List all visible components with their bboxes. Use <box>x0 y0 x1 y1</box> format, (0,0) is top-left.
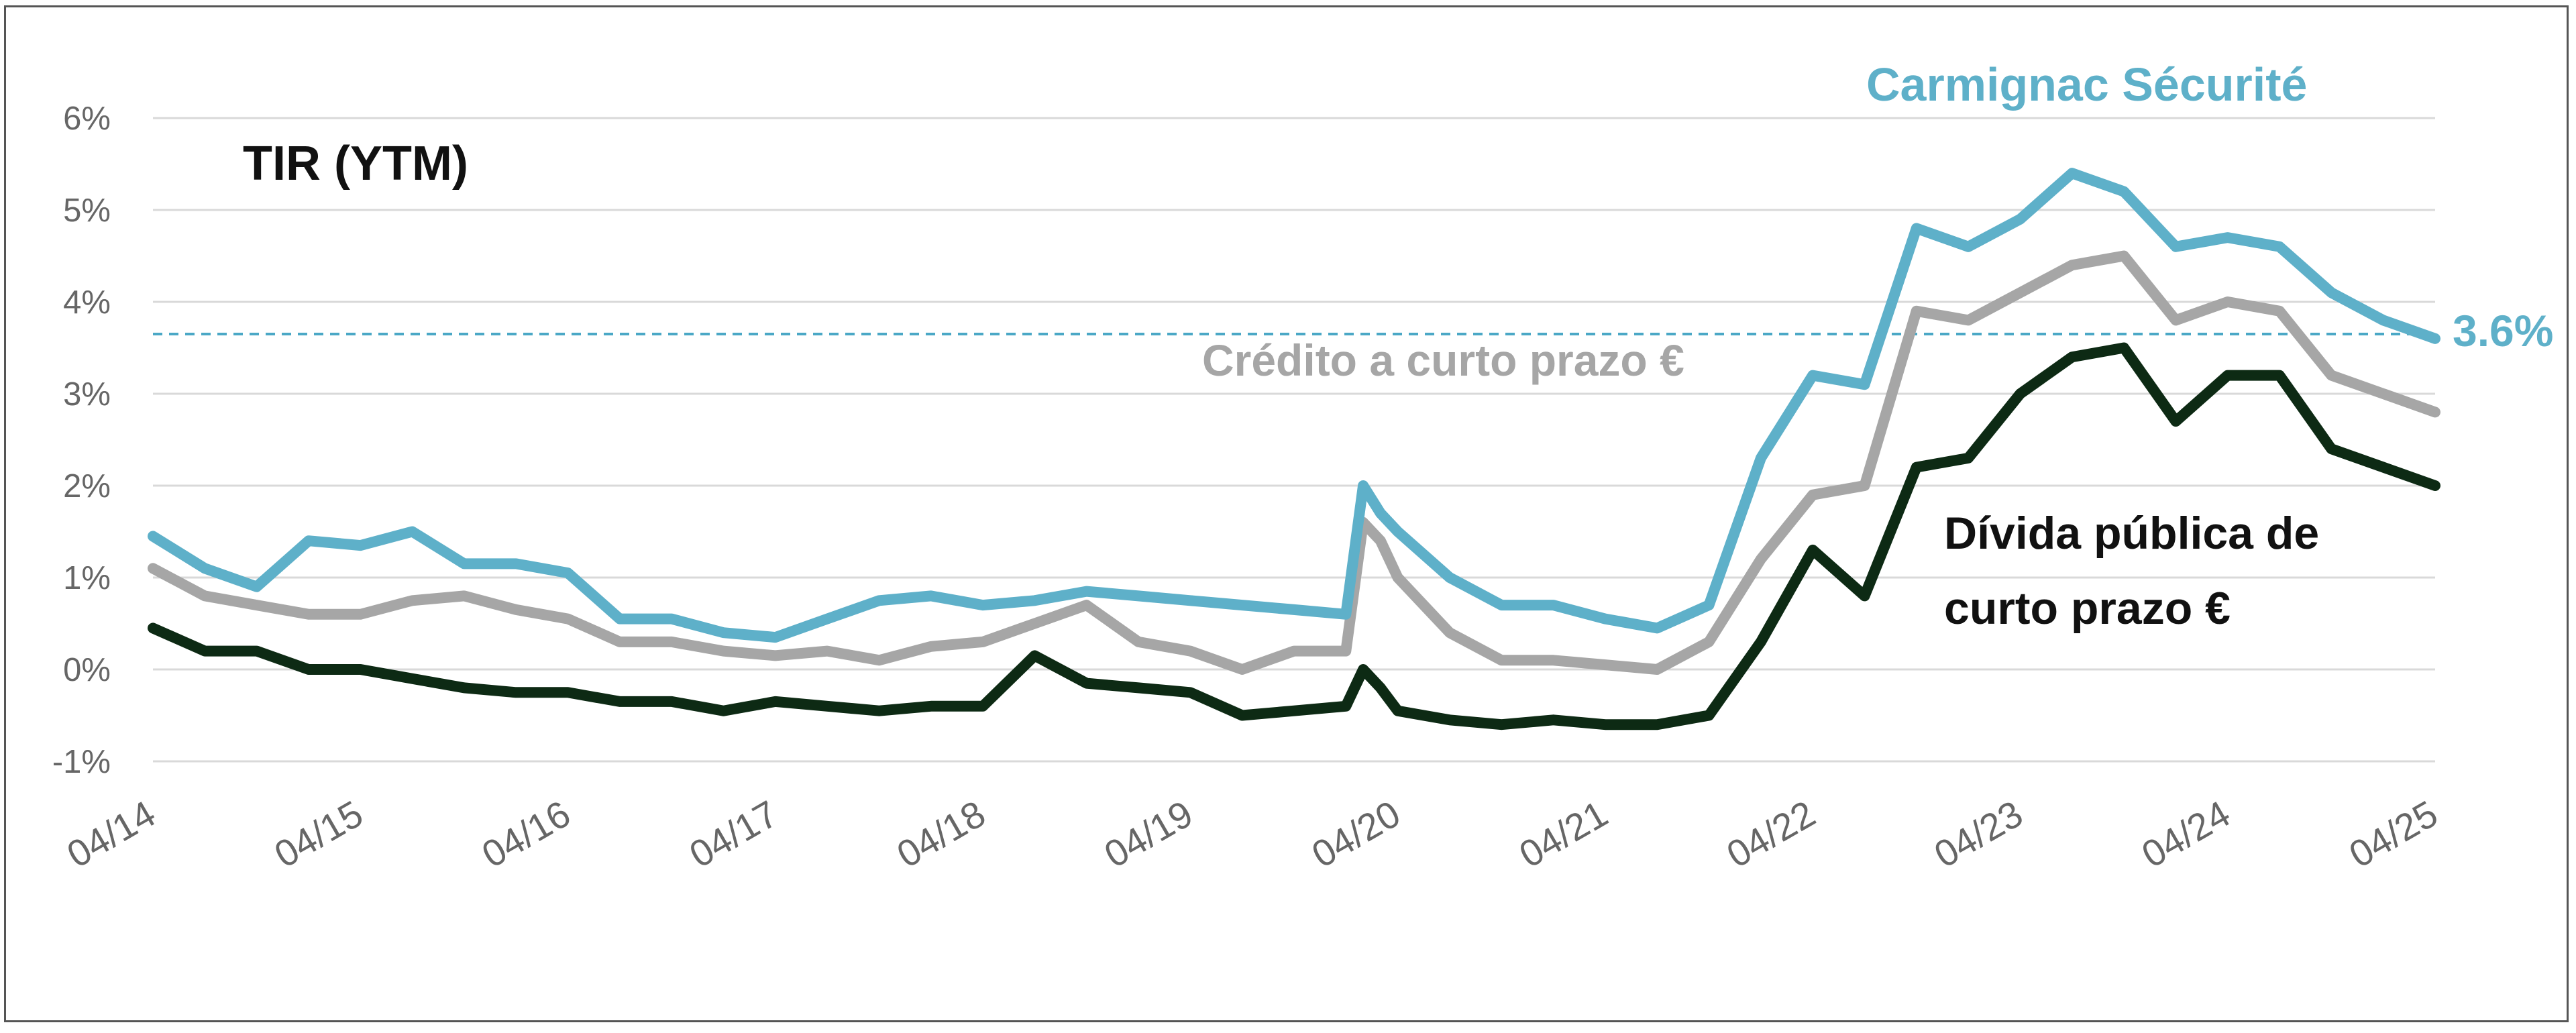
y-tick-label: 3% <box>63 376 111 413</box>
x-tick-label: 04/24 <box>2135 792 2237 876</box>
y-tick-label: 5% <box>63 193 111 229</box>
series-label-sovereign-line1: Dívida pública de <box>1944 508 2319 559</box>
x-tick-label: 04/19 <box>1097 792 1199 876</box>
series-line-fund <box>148 168 2440 643</box>
x-tick-label: 04/15 <box>267 792 370 876</box>
x-tick-label: 04/21 <box>1512 792 1615 876</box>
series-label-sovereign-line2: curto prazo € <box>1944 583 2231 634</box>
series-label-credit: Crédito a curto prazo € <box>1202 335 1684 385</box>
y-tick-label: 1% <box>63 560 111 596</box>
x-tick-label: 04/17 <box>682 792 785 876</box>
y-axis-ticks: -1% 0% 1% 2% 3% 4% 5% 6% <box>52 101 111 780</box>
chart-frame <box>4 5 2569 1022</box>
y-tick-label: 2% <box>63 468 111 504</box>
x-tick-label: 04/20 <box>1305 792 1407 876</box>
x-tick-label: 04/22 <box>1719 792 1822 876</box>
series-lines <box>148 168 2440 730</box>
gridlines <box>153 117 2435 763</box>
x-axis-ticks: 04/14 04/15 04/16 04/17 04/18 04/19 04/20 04/21… <box>60 792 2445 876</box>
x-tick-label: 04/23 <box>1927 792 2030 876</box>
y-tick-label: 6% <box>63 101 111 137</box>
series-line-sovereign <box>148 342 2440 730</box>
y-tick-label: 0% <box>63 652 111 688</box>
chart-title: TIR (YTM) <box>243 137 468 191</box>
x-tick-label: 04/16 <box>475 792 578 876</box>
y-tick-label: 4% <box>63 284 111 321</box>
reference-line-label: 3.6% <box>2453 306 2553 356</box>
series-line-credit <box>148 250 2440 675</box>
x-tick-label: 04/25 <box>2342 792 2445 876</box>
series-label-fund: Carmignac Sécurité <box>1866 58 2307 111</box>
x-tick-label: 04/14 <box>60 792 162 876</box>
y-tick-label: -1% <box>52 744 111 780</box>
x-tick-label: 04/18 <box>890 792 992 876</box>
